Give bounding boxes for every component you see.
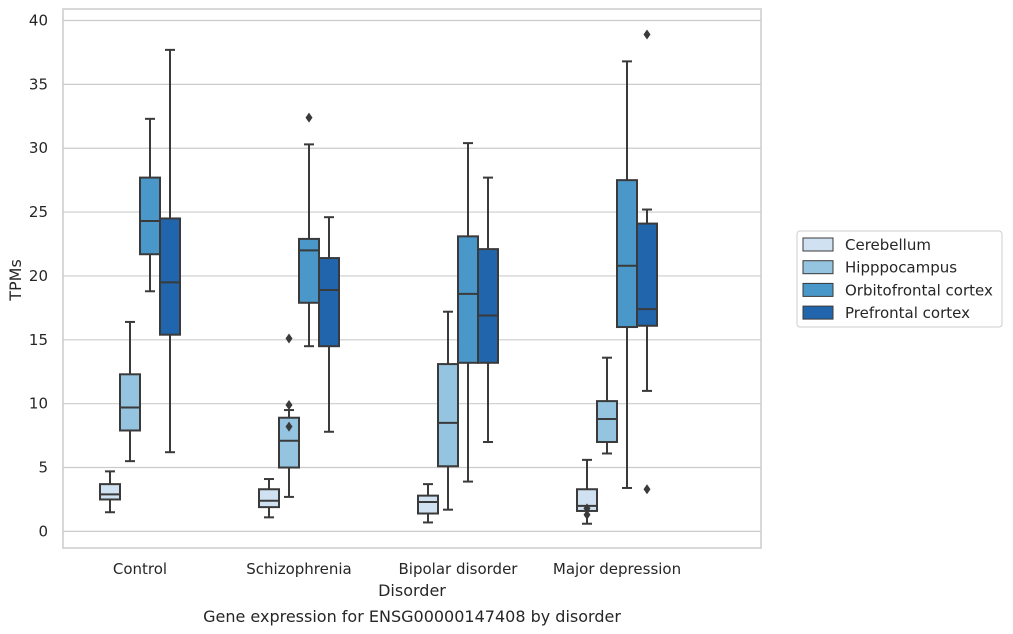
- series-cerebellum: [99, 458, 598, 525]
- y-gridlines: [63, 19, 761, 532]
- legend-label: Cerebellum: [845, 236, 931, 254]
- legend-label: Orbitofrontal cortex: [845, 281, 993, 299]
- outlier-point: [583, 509, 591, 520]
- x-axis-label: Disorder: [378, 581, 446, 600]
- box: [596, 356, 618, 455]
- outlier-point: [643, 484, 651, 495]
- chart-caption: Gene expression for ENSG00000147408 by d…: [203, 607, 621, 626]
- y-tick-label: 15: [29, 331, 48, 349]
- box: [278, 333, 300, 498]
- box: [437, 310, 459, 511]
- box: [576, 458, 598, 525]
- x-tick-label: Bipolar disorder: [399, 560, 519, 578]
- legend-item: Orbitofrontal cortex: [802, 281, 993, 299]
- y-axis-label: TPMs: [6, 259, 25, 302]
- legend-item: Prefrontal cortex: [802, 304, 970, 322]
- box-body: [616, 179, 638, 329]
- box-body: [477, 248, 499, 364]
- box: [417, 483, 439, 524]
- x-tick-label: Schizophrenia: [246, 560, 351, 578]
- series-hipppocampus: [119, 310, 618, 511]
- box-body: [298, 237, 320, 304]
- box: [616, 60, 638, 489]
- box-body: [437, 363, 459, 468]
- legend-label: Prefrontal cortex: [845, 304, 970, 322]
- box: [636, 29, 658, 495]
- y-tick-label: 30: [29, 139, 48, 157]
- legend-swatch: [802, 282, 834, 297]
- box: [119, 320, 141, 463]
- box-body: [258, 488, 280, 509]
- legend-label: Hipppocampus: [845, 259, 957, 277]
- series-orbitofrontal-cortex: [139, 60, 638, 489]
- x-tick-labels: Control Schizophrenia Bipolar disorder Majo…: [113, 560, 681, 578]
- box-body: [636, 222, 658, 327]
- legend-swatch: [802, 260, 834, 275]
- y-tick-label: 35: [29, 75, 48, 93]
- y-tick-label: 0: [38, 522, 48, 540]
- legend-item: Hipppocampus: [802, 259, 957, 277]
- box-body: [457, 235, 479, 364]
- box-body: [596, 400, 618, 443]
- box-body: [139, 176, 161, 256]
- box-body: [99, 483, 121, 501]
- box-body: [159, 217, 181, 336]
- box: [318, 216, 340, 433]
- legend-swatch: [802, 305, 834, 320]
- box-series: [99, 29, 658, 525]
- box-body: [278, 416, 300, 469]
- legend-frame: [796, 230, 1003, 328]
- plot-frame: [62, 8, 762, 549]
- outlier-point: [285, 333, 293, 344]
- y-tick-label: 40: [29, 11, 48, 29]
- x-tick-label: Control: [113, 560, 167, 578]
- box-body: [119, 373, 141, 432]
- outlier-point: [643, 29, 651, 40]
- y-tick-labels: 0 5 10 15 20 25 30 35 40: [29, 11, 48, 540]
- legend-swatch: [802, 237, 834, 252]
- y-tick-label: 20: [29, 267, 48, 285]
- y-tick-label: 10: [29, 395, 48, 413]
- y-tick-label: 25: [29, 203, 48, 221]
- box-body: [318, 257, 340, 348]
- legend: Cerebellum Hipppocampus Orbitofrontal cort…: [796, 230, 1003, 328]
- legend-item: Cerebellum: [802, 236, 931, 254]
- series-prefrontal-cortex: [159, 29, 658, 495]
- box: [477, 176, 499, 443]
- y-tick-label: 5: [38, 459, 48, 477]
- outlier-point: [583, 503, 591, 514]
- box: [258, 478, 280, 519]
- outlier-point: [285, 399, 293, 410]
- outlier-point: [305, 112, 313, 123]
- box-body: [417, 494, 439, 515]
- box: [159, 48, 181, 454]
- outlier-point: [285, 421, 293, 432]
- box: [457, 142, 479, 483]
- box: [99, 470, 121, 514]
- x-tick-label: Major depression: [553, 560, 681, 578]
- box: [139, 117, 161, 293]
